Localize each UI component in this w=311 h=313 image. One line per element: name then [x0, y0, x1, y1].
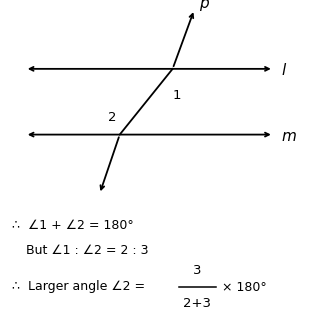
Text: m: m	[281, 129, 296, 144]
Text: ∴  ∠1 + ∠2 = 180°: ∴ ∠1 + ∠2 = 180°	[12, 219, 134, 232]
Text: × 180°: × 180°	[222, 280, 267, 294]
Text: 2+3: 2+3	[183, 297, 211, 310]
Text: l: l	[281, 63, 286, 78]
Text: p: p	[199, 0, 209, 11]
Text: 3: 3	[193, 264, 202, 277]
Text: 2: 2	[108, 110, 117, 124]
Text: ∴  Larger angle ∠2 =: ∴ Larger angle ∠2 =	[12, 280, 150, 293]
Text: 1: 1	[173, 89, 181, 102]
Text: But ∠1 : ∠2 = 2 : 3: But ∠1 : ∠2 = 2 : 3	[26, 244, 149, 257]
